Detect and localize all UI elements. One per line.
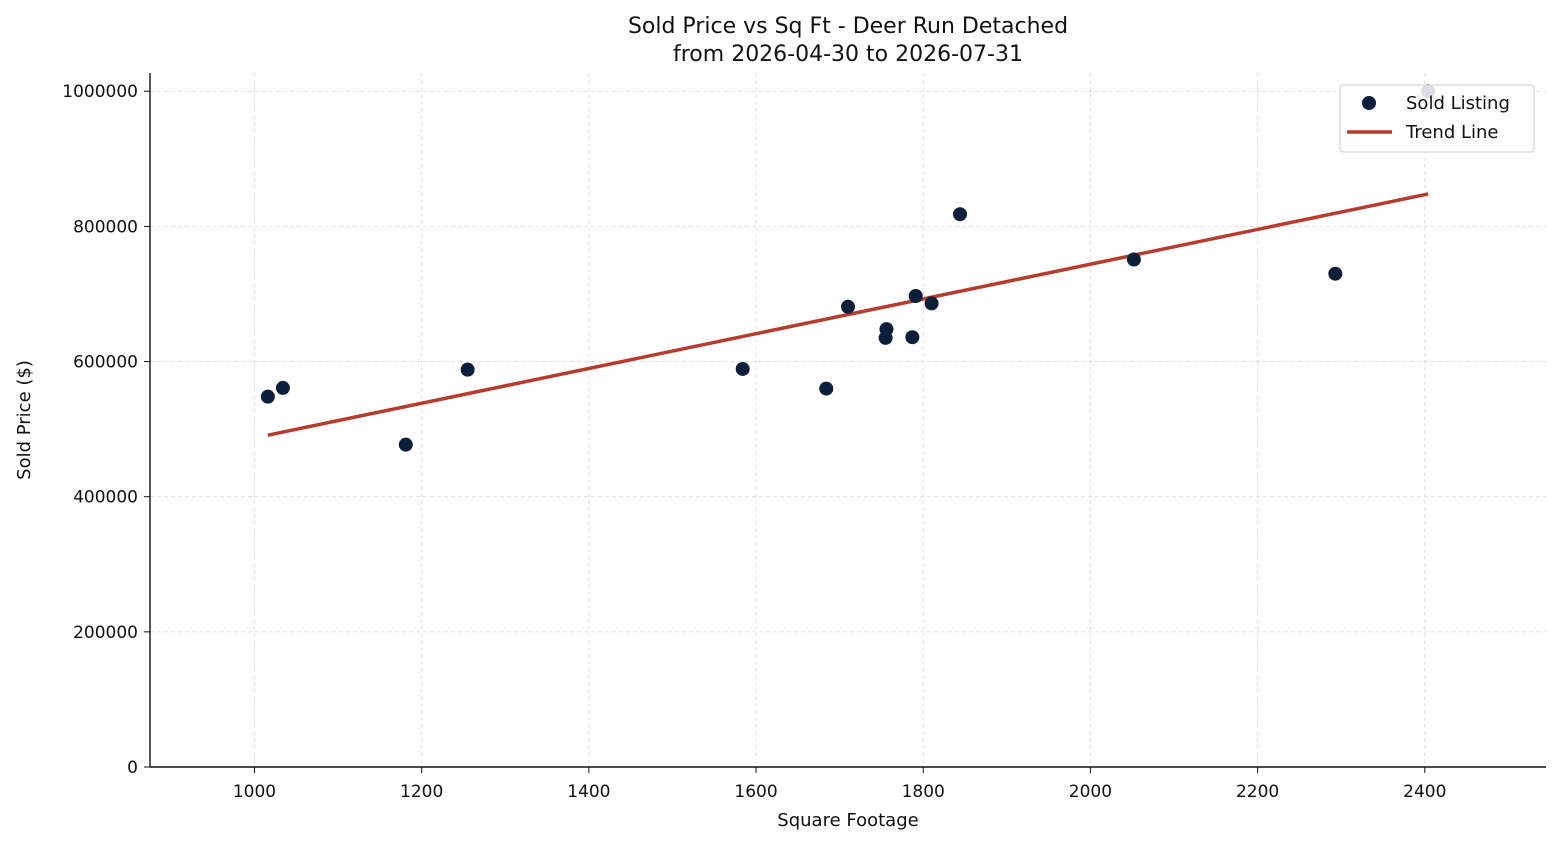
chart-title-line1: Sold Price vs Sq Ft - Deer Run Detached [628, 14, 1068, 39]
legend: Sold Listing Trend Line [1339, 84, 1535, 153]
sold-listing-point [953, 207, 968, 222]
scatter-points [260, 84, 1436, 452]
axes [149, 73, 1546, 768]
y-tick-label: 200000 [73, 623, 138, 643]
sold-listing-point [878, 330, 893, 345]
sold-listing-point [398, 437, 413, 452]
x-tick-label: 2400 [1403, 782, 1446, 802]
x-tick-label: 1600 [734, 782, 777, 802]
y-tick-label: 0 [127, 758, 138, 778]
y-axis-label: Sold Price ($) [14, 360, 35, 480]
x-tick-label: 1800 [902, 782, 945, 802]
chart-title-line2: from 2026-04-30 to 2026-07-31 [673, 42, 1023, 67]
x-axis-label: Square Footage [777, 810, 918, 831]
sold-listing-point [924, 296, 939, 311]
y-tick-label: 800000 [73, 217, 138, 237]
y-tick-label: 600000 [73, 353, 138, 373]
trend-line [267, 192, 1429, 437]
sold-listing-point [1126, 252, 1141, 267]
ticks: 1000 1200 1400 1600 1800 2000 2200 2400 0 200000 4… [62, 82, 1446, 802]
sold-listing-point [819, 381, 834, 396]
sold-listing-point [908, 288, 923, 303]
sold-listing-point [735, 361, 750, 376]
x-tick-label: 1000 [233, 782, 276, 802]
x-tick-label: 1400 [567, 782, 610, 802]
legend-trend-label: Trend Line [1405, 122, 1499, 143]
x-tick-label: 1200 [400, 782, 443, 802]
sold-listing-point [260, 389, 275, 404]
sold-listing-point [905, 330, 920, 345]
trend-line-layer [267, 192, 1429, 437]
legend-scatter-label: Sold Listing [1406, 93, 1510, 114]
y-tick-label: 1000000 [62, 82, 138, 102]
sold-listing-point [460, 362, 475, 377]
y-tick-label: 400000 [73, 488, 138, 508]
sold-listing-point [275, 380, 290, 395]
sold-listing-point [1328, 266, 1343, 281]
grid-lines [150, 73, 1546, 767]
x-tick-label: 2000 [1069, 782, 1112, 802]
legend-box [1339, 84, 1535, 153]
legend-scatter-marker [1362, 96, 1376, 110]
x-tick-label: 2200 [1236, 782, 1279, 802]
sold-listing-point [841, 299, 855, 314]
